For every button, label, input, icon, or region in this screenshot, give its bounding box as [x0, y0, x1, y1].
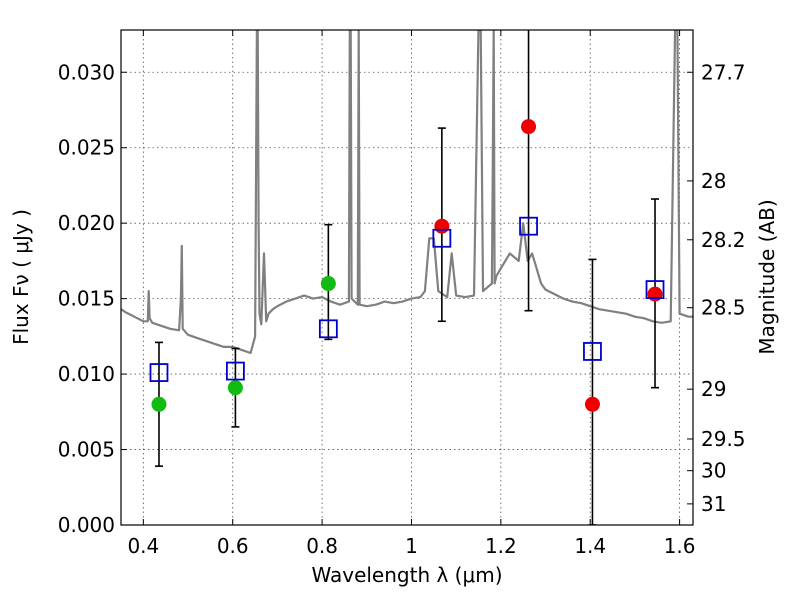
- right-tick-label: 28: [701, 169, 726, 193]
- model-spectrum-line: [121, 30, 693, 355]
- x-tick-label: 1.6: [664, 534, 696, 558]
- grid-lines: [121, 30, 693, 526]
- right-axis-title: Magnitude (AB): [755, 199, 779, 354]
- right-tick-label: 28.2: [701, 228, 746, 252]
- model-square-point: [149, 363, 169, 382]
- error-bars: [154, 30, 660, 525]
- right-tick-label: 29.5: [701, 427, 746, 451]
- observed-point: [151, 396, 167, 412]
- y-tick-label: 0.005: [58, 438, 115, 462]
- y-tick-label: 0.020: [58, 211, 115, 235]
- x-tick-label: 1: [405, 534, 418, 558]
- y-axis-title: Flux Fν ( μJy ): [9, 209, 33, 345]
- y-tick-label: 0.000: [58, 513, 115, 537]
- right-tick-label: 27.7: [701, 60, 746, 84]
- model-square-point: [318, 319, 338, 339]
- right-tick-label: 29: [701, 377, 726, 401]
- observed-point: [320, 276, 336, 292]
- model-square-point: [645, 280, 665, 299]
- observed-point: [584, 396, 600, 412]
- observed-point: [647, 286, 663, 302]
- x-tick-label: 0.4: [127, 534, 159, 558]
- model-square-point: [583, 342, 602, 361]
- data-markers: [149, 119, 665, 412]
- observed-point: [227, 380, 243, 396]
- plot-frame: [120, 29, 694, 526]
- model-square-point: [225, 361, 245, 381]
- axis-ticks: 0.4 0.6 0.8 1 1.2 1.4 1.6 0.000 0.005 0.010 0.015 0…: [58, 30, 746, 558]
- x-tick-label: 1.4: [574, 534, 606, 558]
- observed-point: [521, 119, 537, 135]
- model-spectrum: [121, 30, 693, 355]
- y-tick-label: 0.015: [58, 287, 115, 311]
- right-tick-label: 31: [701, 492, 726, 516]
- x-tick-label: 1.2: [485, 534, 517, 558]
- observed-point: [434, 218, 450, 234]
- model-square-point: [519, 216, 538, 236]
- y-tick-label: 0.025: [58, 136, 115, 160]
- model-square-point: [432, 228, 452, 248]
- x-tick-label: 0.6: [217, 534, 249, 558]
- y-tick-label: 0.010: [58, 362, 115, 386]
- y-tick-label: 0.030: [58, 60, 115, 84]
- right-tick-label: 28.5: [701, 296, 746, 320]
- x-axis-title: Wavelength λ (μm): [311, 563, 502, 587]
- x-tick-label: 0.8: [306, 534, 338, 558]
- right-tick-label: 30: [701, 459, 726, 483]
